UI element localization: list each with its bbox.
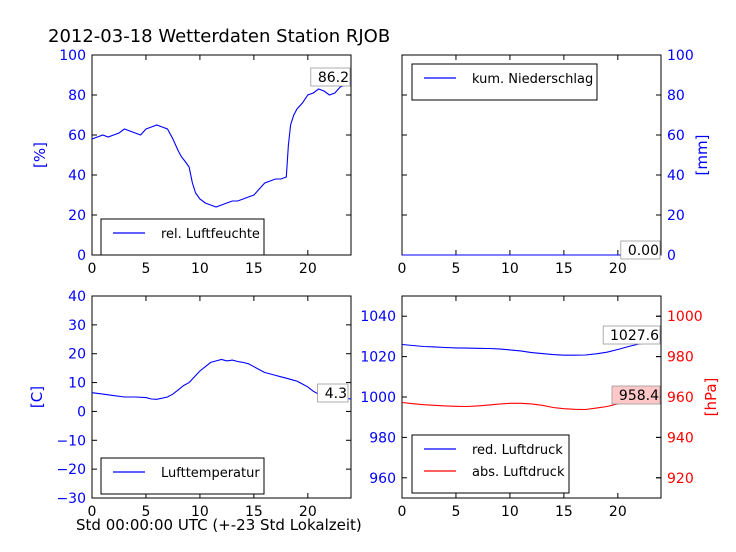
y-axis-label: [%] — [31, 142, 49, 168]
y-tick-label: 100 — [59, 48, 86, 64]
x-tick-label: 10 — [501, 504, 519, 520]
y-tick-label: 40 — [667, 168, 685, 184]
x-tick-label: 20 — [609, 504, 627, 520]
value-annotation: 86.2 — [318, 70, 349, 86]
value-annotation: 4.3 — [325, 386, 347, 402]
x-tick-label: 10 — [191, 504, 209, 520]
annotation-box — [611, 385, 661, 405]
x-tick-label: 5 — [451, 261, 460, 277]
annotation-box — [310, 67, 351, 87]
legend-label: red. Luftdruck — [472, 443, 563, 458]
series-line-red-luftdruck — [401, 340, 662, 356]
annotation-box — [602, 325, 661, 345]
x-tick-label: 10 — [191, 261, 209, 277]
legend-box — [100, 457, 265, 495]
y-tick-label: 0 — [667, 248, 676, 264]
x-tick-label: 15 — [555, 504, 573, 520]
x-tick-label: 15 — [245, 504, 263, 520]
y-right-tick-label: 960 — [667, 390, 694, 406]
y-tick-label: 1040 — [360, 309, 396, 325]
y-tick-label: 980 — [369, 430, 396, 446]
y-tick-label: −10 — [56, 433, 86, 449]
x-tick-label: 20 — [299, 504, 317, 520]
y-tick-label: 20 — [667, 208, 685, 224]
y-tick-label: 40 — [68, 289, 86, 305]
annotation-box — [317, 383, 349, 403]
y-tick-label: 960 — [369, 471, 396, 487]
x-tick-label: 15 — [245, 261, 263, 277]
x-tick-label: 0 — [398, 261, 407, 277]
x-tick-label: 5 — [451, 504, 460, 520]
y-tick-label: 0 — [77, 248, 86, 264]
y-tick-label: 40 — [68, 168, 86, 184]
x-axis-caption: Std 00:00:00 UTC (+-23 Std Lokalzeit) — [76, 516, 362, 534]
series-line-lufttemperatur — [91, 358, 352, 400]
page-title: 2012-03-18 Wetterdaten Station RJOB — [48, 26, 391, 47]
y-tick-label: 10 — [68, 376, 86, 392]
x-tick-label: 5 — [141, 504, 150, 520]
y-tick-label: −30 — [56, 491, 86, 507]
y-tick-label: 60 — [667, 128, 685, 144]
value-annotation: 0.00 — [628, 243, 659, 259]
x-tick-label: 15 — [555, 261, 573, 277]
x-tick-label: 0 — [398, 504, 407, 520]
legend-box — [411, 63, 598, 101]
y-axis-label: [C] — [28, 386, 46, 408]
y-tick-label: 80 — [68, 88, 86, 104]
legend-label: kum. Niederschlag — [472, 72, 593, 87]
x-tick-label: 10 — [501, 261, 519, 277]
panel-precipitation: 0 5 10 15 20 0 20 40 60 80 100 [mm] kum. Niederschla… — [398, 48, 711, 277]
legend-label: rel. Luftfeuchte — [161, 227, 260, 242]
x-tick-label: 20 — [609, 261, 627, 277]
value-annotation: 958.4 — [619, 388, 659, 404]
annotation-box — [620, 240, 661, 260]
x-tick-label: 20 — [299, 261, 317, 277]
legend-label: abs. Luftdruck — [472, 465, 565, 480]
y-tick-label: 30 — [68, 318, 86, 334]
y-tick-label: 1020 — [360, 350, 396, 366]
panel-temperature: 0 5 10 15 20 −30 −20 −10 0 10 20 30 40 [C] Lufttempera… — [28, 289, 352, 520]
value-annotation: 1027.6 — [610, 328, 659, 344]
y-axis-label: [hPa] — [702, 378, 720, 417]
y-axis-label: [mm] — [693, 135, 711, 176]
x-tick-label: 0 — [88, 504, 97, 520]
series-line-rel-luftfeuchte — [91, 82, 352, 208]
y-tick-label: 60 — [68, 128, 86, 144]
y-tick-label: −20 — [56, 462, 86, 478]
legend-label: Lufttemperatur — [161, 466, 260, 481]
y-tick-label: 80 — [667, 88, 685, 104]
legend-box — [100, 218, 265, 256]
panel-humidity: 0 5 10 15 20 0 20 40 60 80 100 [%] rel. Luftfeuchte 8… — [31, 48, 352, 277]
panel-pressure: 0 5 10 15 20 960 980 1000 1020 1040 920 940 960 980 10… — [360, 295, 720, 520]
y-tick-label: 0 — [77, 404, 86, 420]
y-tick-label: 20 — [68, 208, 86, 224]
x-tick-label: 5 — [141, 261, 150, 277]
y-right-tick-label: 1000 — [667, 309, 703, 325]
y-tick-label: 1000 — [360, 390, 396, 406]
legend-box — [411, 434, 570, 494]
y-tick-label: 20 — [68, 347, 86, 363]
y-tick-label: 100 — [667, 48, 694, 64]
x-tick-label: 0 — [88, 261, 97, 277]
y-right-tick-label: 920 — [667, 471, 694, 487]
y-right-tick-label: 980 — [667, 350, 694, 366]
y-right-tick-label: 940 — [667, 430, 694, 446]
